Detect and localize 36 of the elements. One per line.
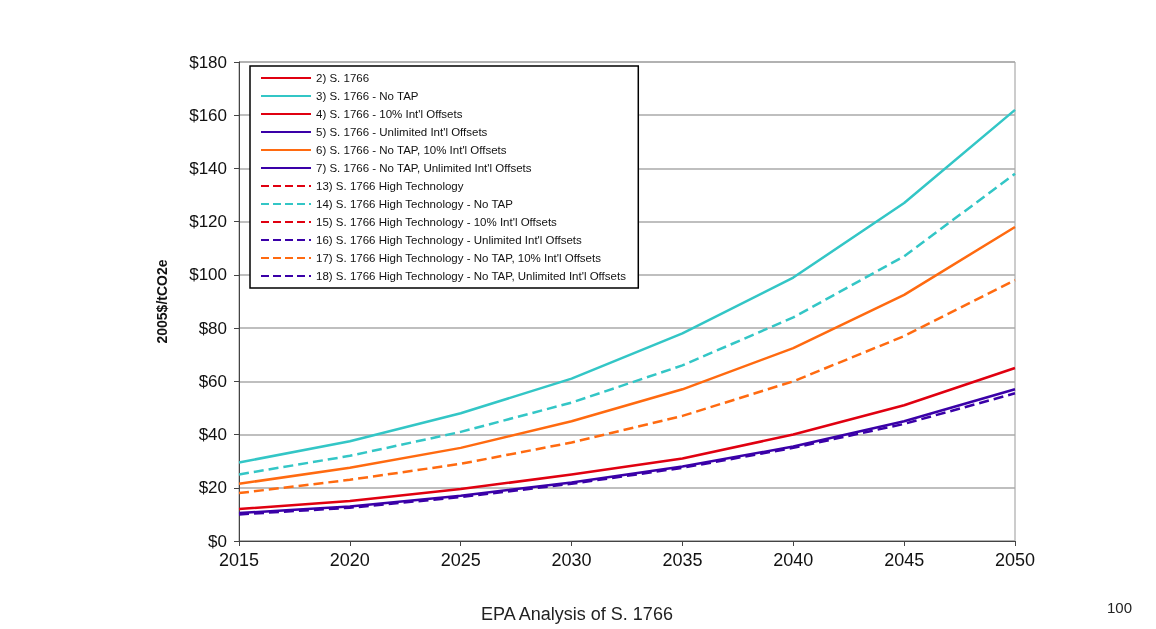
legend-label: 2) S. 1766 <box>316 72 370 84</box>
y-axis-title: 2005$/tCO2e <box>154 259 170 344</box>
legend-label: 13) S. 1766 High Technology <box>316 180 464 192</box>
legend-label: 15) S. 1766 High Technology - 10% Int'l Offsets <box>316 216 558 228</box>
y-tick-label: $100 <box>189 265 227 285</box>
y-tick-label: $120 <box>189 212 227 232</box>
y-tick-label: $140 <box>189 158 227 178</box>
text: EPA Analysis of S. 1766 <box>481 604 673 624</box>
legend-label: 17) S. 1766 High Technology - No TAP, 10% Int'l Offsets <box>316 252 602 264</box>
legend-label: 18) S. 1766 High Technology - No TAP, Unlimited Int'l Offsets <box>316 270 627 282</box>
text: 100 <box>1106 599 1132 616</box>
y-tick-label: $0 <box>208 531 227 551</box>
x-tick-label: 2025 <box>440 550 481 570</box>
line-series <box>237 172 1017 476</box>
line-series <box>237 366 1017 511</box>
line-series <box>237 108 1017 464</box>
x-tick-label: 2020 <box>329 550 370 570</box>
y-tick-label: $180 <box>189 52 227 72</box>
legend-label: 5) S. 1766 - Unlimited Int'l Offsets <box>316 126 488 138</box>
legend-label: 7) S. 1766 - No TAP, Unlimited Int'l Offsets <box>316 162 532 174</box>
legend-label: 4) S. 1766 - 10% Int'l Offsets <box>316 108 463 120</box>
y-tick-label: $40 <box>198 425 227 445</box>
x-tick-label: 2015 <box>218 550 260 570</box>
y-tick-label: $60 <box>198 371 227 391</box>
legend-label: 14) S. 1766 High Technology - No TAP <box>316 198 514 210</box>
y-tick-label: $20 <box>198 478 227 498</box>
legend-label: 6) S. 1766 - No TAP, 10% Int'l Offsets <box>316 144 507 156</box>
x-tick-label: 2040 <box>773 550 814 570</box>
legend-label: 3) S. 1766 - No TAP <box>316 90 419 102</box>
legend-label: 16) S. 1766 High Technology - Unlimited Int'l Offsets <box>316 234 583 246</box>
y-tick-label: $160 <box>189 105 227 125</box>
x-tick-label: 2030 <box>551 550 592 570</box>
x-tick-label: 2050 <box>994 550 1036 570</box>
x-tick-label: 2035 <box>662 550 703 570</box>
y-tick-label: $80 <box>198 318 227 338</box>
x-tick-label: 2045 <box>884 550 925 570</box>
